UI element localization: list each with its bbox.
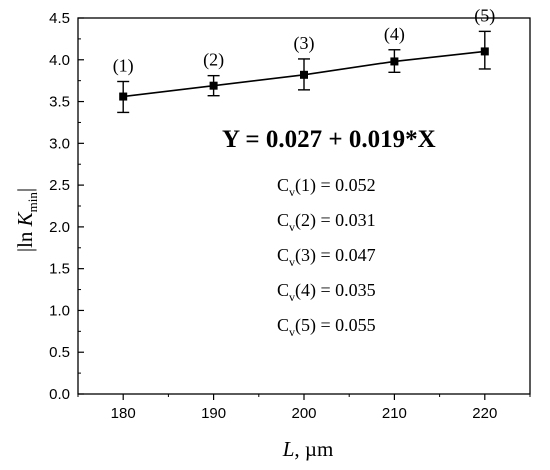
cv-item: Cv(3) = 0.047 bbox=[277, 245, 376, 269]
data-point bbox=[300, 70, 308, 79]
x-tick-label: 210 bbox=[382, 405, 407, 422]
data-points-layer: (1) (2) (3) (4) (5) bbox=[113, 5, 495, 114]
y-axis-title-suffix: | bbox=[13, 188, 37, 192]
point-label: (2) bbox=[203, 50, 224, 71]
point-label: (1) bbox=[113, 56, 134, 77]
y-axis-title-sub: min bbox=[25, 192, 40, 213]
point-label: (3) bbox=[294, 33, 315, 54]
y-axis-title-prefix: |ln bbox=[13, 226, 37, 252]
y-axis-title: |ln Kmin| bbox=[13, 188, 40, 252]
y-tick-label: 3.5 bbox=[49, 94, 70, 111]
x-axis-title-unit: , µm bbox=[294, 437, 333, 461]
point-label: (5) bbox=[474, 5, 495, 26]
y-tick-label: 0.0 bbox=[49, 386, 70, 403]
y-axis-title-main: K bbox=[13, 211, 37, 227]
y-axis: 0.0 0.5 1.0 1.5 2.0 2.5 3.0 3.5 4.0 4.5 bbox=[49, 10, 84, 403]
y-tick-label: 1.0 bbox=[49, 302, 70, 319]
cv-item: Cv(5) = 0.055 bbox=[277, 315, 376, 339]
cv-item: Cv(4) = 0.035 bbox=[277, 280, 376, 304]
x-tick-label: 190 bbox=[201, 405, 226, 422]
y-tick-label: 3.0 bbox=[49, 135, 70, 152]
y-tick-label: 1.5 bbox=[49, 261, 70, 278]
data-point bbox=[390, 57, 399, 66]
data-point bbox=[480, 47, 489, 56]
cv-item: Cv(1) = 0.052 bbox=[277, 175, 376, 199]
y-tick-label: 2.5 bbox=[49, 177, 70, 194]
data-point bbox=[119, 92, 128, 101]
point-label: (4) bbox=[384, 24, 405, 45]
x-tick-label: 180 bbox=[111, 405, 136, 422]
cv-item: Cv(2) = 0.031 bbox=[277, 210, 376, 234]
x-axis-title: L, µm bbox=[282, 437, 334, 461]
x-tick-label: 200 bbox=[291, 405, 316, 422]
x-axis-title-main: L bbox=[282, 437, 295, 461]
x-axis: 180 190 200 210 220 bbox=[77, 394, 531, 422]
y-tick-label: 4.0 bbox=[49, 52, 70, 69]
y-tick-label: 0.5 bbox=[49, 344, 70, 361]
data-point bbox=[209, 81, 218, 90]
cv-list: Cv(1) = 0.052 Cv(2) = 0.031 Cv(3) = 0.04… bbox=[277, 175, 376, 339]
x-tick-label: 220 bbox=[472, 405, 497, 422]
fit-equation: Y = 0.027 + 0.019*X bbox=[222, 126, 436, 153]
y-tick-label: 4.5 bbox=[49, 10, 70, 27]
y-tick-label: 2.0 bbox=[49, 219, 70, 236]
